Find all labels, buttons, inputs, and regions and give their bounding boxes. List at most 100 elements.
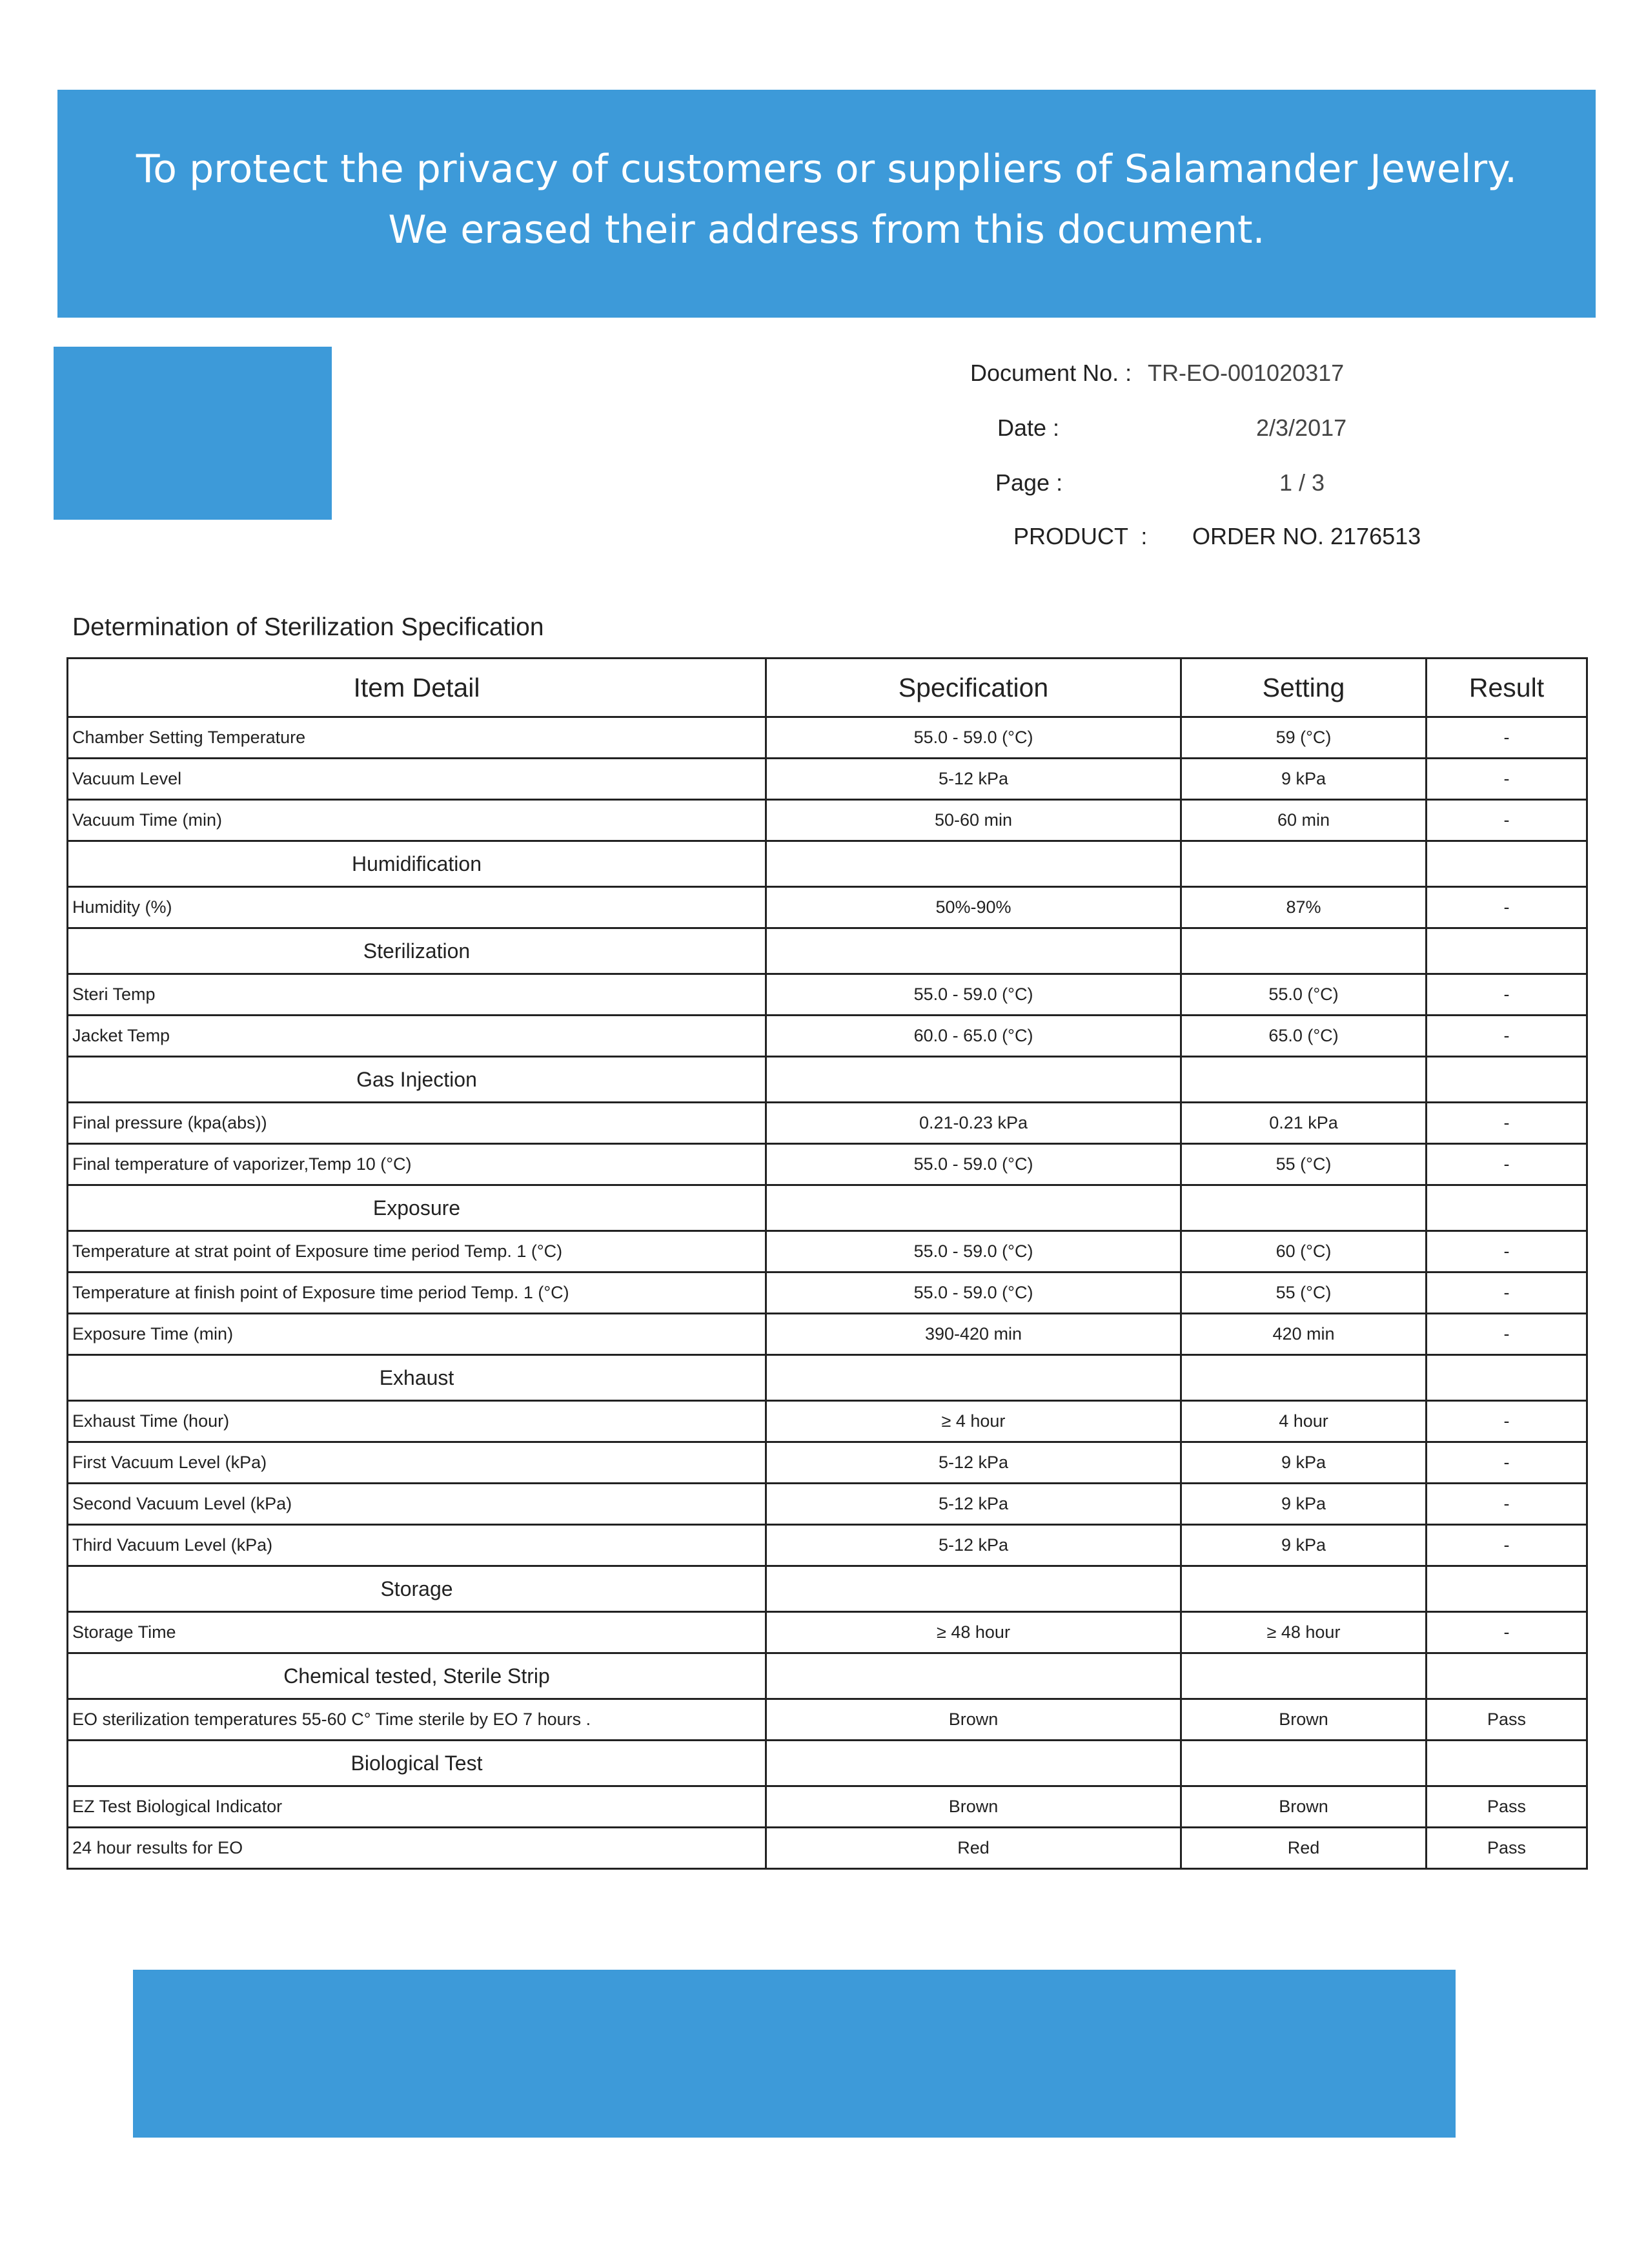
cell: 55 (°C) [1180, 1143, 1427, 1186]
cell: Storage Time [66, 1611, 767, 1654]
cell: - [1425, 1400, 1588, 1443]
empty-cell [765, 1354, 1182, 1402]
item-row: Vacuum Level 5-12 kPa 9 kPa - [66, 757, 1588, 801]
empty-cell [765, 1565, 1182, 1613]
page-label: Page : [995, 469, 1063, 496]
item-row: First Vacuum Level (kPa) 5-12 kPa 9 kPa - [66, 1441, 1588, 1484]
cell: - [1425, 716, 1588, 759]
empty-cell [1180, 1565, 1427, 1613]
empty-cell [1425, 1354, 1588, 1402]
section-name: Exhaust [66, 1354, 767, 1402]
cell: - [1425, 757, 1588, 801]
cell: Brown [765, 1785, 1182, 1828]
cell: 4 hour [1180, 1400, 1427, 1443]
empty-cell [1180, 1184, 1427, 1232]
cell: Red [1180, 1826, 1427, 1870]
cell: 87% [1180, 886, 1427, 929]
cell: Pass [1425, 1785, 1588, 1828]
cell: 50-60 min [765, 799, 1182, 842]
item-row: EO sterilization temperatures 55-60 C° T… [66, 1698, 1588, 1741]
cell: EZ Test Biological Indicator [66, 1785, 767, 1828]
cell: - [1425, 1230, 1588, 1273]
empty-cell [1425, 1739, 1588, 1787]
empty-cell [1425, 1565, 1588, 1613]
empty-cell [1425, 1056, 1588, 1103]
empty-cell [1425, 1652, 1588, 1700]
cell: 5-12 kPa [765, 757, 1182, 801]
empty-cell [765, 1184, 1182, 1232]
cell: 5-12 kPa [765, 1482, 1182, 1526]
item-row: Exposure Time (min) 390-420 min 420 min - [66, 1313, 1588, 1356]
cell: Humidity (%) [66, 886, 767, 929]
cell: - [1425, 1014, 1588, 1057]
item-row: Jacket Temp 60.0 - 65.0 (°C) 65.0 (°C) - [66, 1014, 1588, 1057]
cell: 60 (°C) [1180, 1230, 1427, 1273]
column-header: Item Detail [66, 657, 767, 718]
column-header: Setting [1180, 657, 1427, 718]
cell: - [1425, 1524, 1588, 1567]
empty-cell [1180, 1652, 1427, 1700]
column-header: Result [1425, 657, 1588, 718]
empty-cell [765, 1739, 1182, 1787]
item-row: Temperature at strat point of Exposure t… [66, 1230, 1588, 1273]
cell: 9 kPa [1180, 1482, 1427, 1526]
cell: - [1425, 1482, 1588, 1526]
cell: - [1425, 1101, 1588, 1145]
cell: Final temperature of vaporizer,Temp 10 (… [66, 1143, 767, 1186]
cell: - [1425, 1441, 1588, 1484]
cell: ≥ 4 hour [765, 1400, 1182, 1443]
item-row: Final pressure (kpa(abs)) 0.21-0.23 kPa 0.… [66, 1101, 1588, 1145]
cell: 420 min [1180, 1313, 1427, 1356]
cell: 0.21-0.23 kPa [765, 1101, 1182, 1145]
cell: Second Vacuum Level (kPa) [66, 1482, 767, 1526]
cell: Temperature at strat point of Exposure t… [66, 1230, 767, 1273]
cell: - [1425, 1313, 1588, 1356]
section-row: Biological Test [66, 1739, 1588, 1787]
cell: 65.0 (°C) [1180, 1014, 1427, 1057]
section-name: Storage [66, 1565, 767, 1613]
item-row: Humidity (%) 50%-90% 87% - [66, 886, 1588, 929]
cell: 55.0 - 59.0 (°C) [765, 973, 1182, 1016]
empty-cell [1425, 927, 1588, 975]
cell: Exhaust Time (hour) [66, 1400, 767, 1443]
empty-cell [1180, 927, 1427, 975]
date-label: Date : [997, 414, 1060, 441]
cell: - [1425, 1271, 1588, 1314]
item-row: Steri Temp 55.0 - 59.0 (°C) 55.0 (°C) - [66, 973, 1588, 1016]
empty-cell [1180, 1739, 1427, 1787]
cell: - [1425, 973, 1588, 1016]
cell: 59 (°C) [1180, 716, 1427, 759]
section-name: Gas Injection [66, 1056, 767, 1103]
cell: Third Vacuum Level (kPa) [66, 1524, 767, 1567]
section-name: Exposure [66, 1184, 767, 1232]
cell: 55.0 - 59.0 (°C) [765, 1271, 1182, 1314]
cell: Steri Temp [66, 973, 767, 1016]
cell: Jacket Temp [66, 1014, 767, 1057]
product: ORDER NO. 2176513 [1192, 523, 1421, 549]
cell: Pass [1425, 1698, 1588, 1741]
item-row: Storage Time ≥ 48 hour ≥ 48 hour - [66, 1611, 1588, 1654]
cell: Brown [765, 1698, 1182, 1741]
redacted-footer [133, 1970, 1456, 2138]
item-row: Third Vacuum Level (kPa) 5-12 kPa 9 kPa - [66, 1524, 1588, 1567]
item-row: Vacuum Time (min) 50-60 min 60 min - [66, 799, 1588, 842]
cell: ≥ 48 hour [1180, 1611, 1427, 1654]
empty-cell [765, 840, 1182, 888]
cell: 50%-90% [765, 886, 1182, 929]
banner-line: To protect the privacy of customers or s… [136, 147, 1518, 192]
section-row: Gas Injection [66, 1056, 1588, 1103]
cell: First Vacuum Level (kPa) [66, 1441, 767, 1484]
cell: Chamber Setting Temperature [66, 716, 767, 759]
empty-cell [1180, 840, 1427, 888]
cell: 9 kPa [1180, 1524, 1427, 1567]
column-header: Specification [765, 657, 1182, 718]
item-row: Temperature at finish point of Exposure … [66, 1271, 1588, 1314]
section-row: Chemical tested, Sterile Strip [66, 1652, 1588, 1700]
item-row: Second Vacuum Level (kPa) 5-12 kPa 9 kPa - [66, 1482, 1588, 1526]
item-row: 24 hour results for EO Red Red Pass [66, 1826, 1588, 1870]
section-row: Exposure [66, 1184, 1588, 1232]
cell: EO sterilization temperatures 55-60 C° T… [66, 1698, 767, 1741]
banner-line: We erased their address from this docume… [388, 207, 1265, 252]
section-row: Storage [66, 1565, 1588, 1613]
